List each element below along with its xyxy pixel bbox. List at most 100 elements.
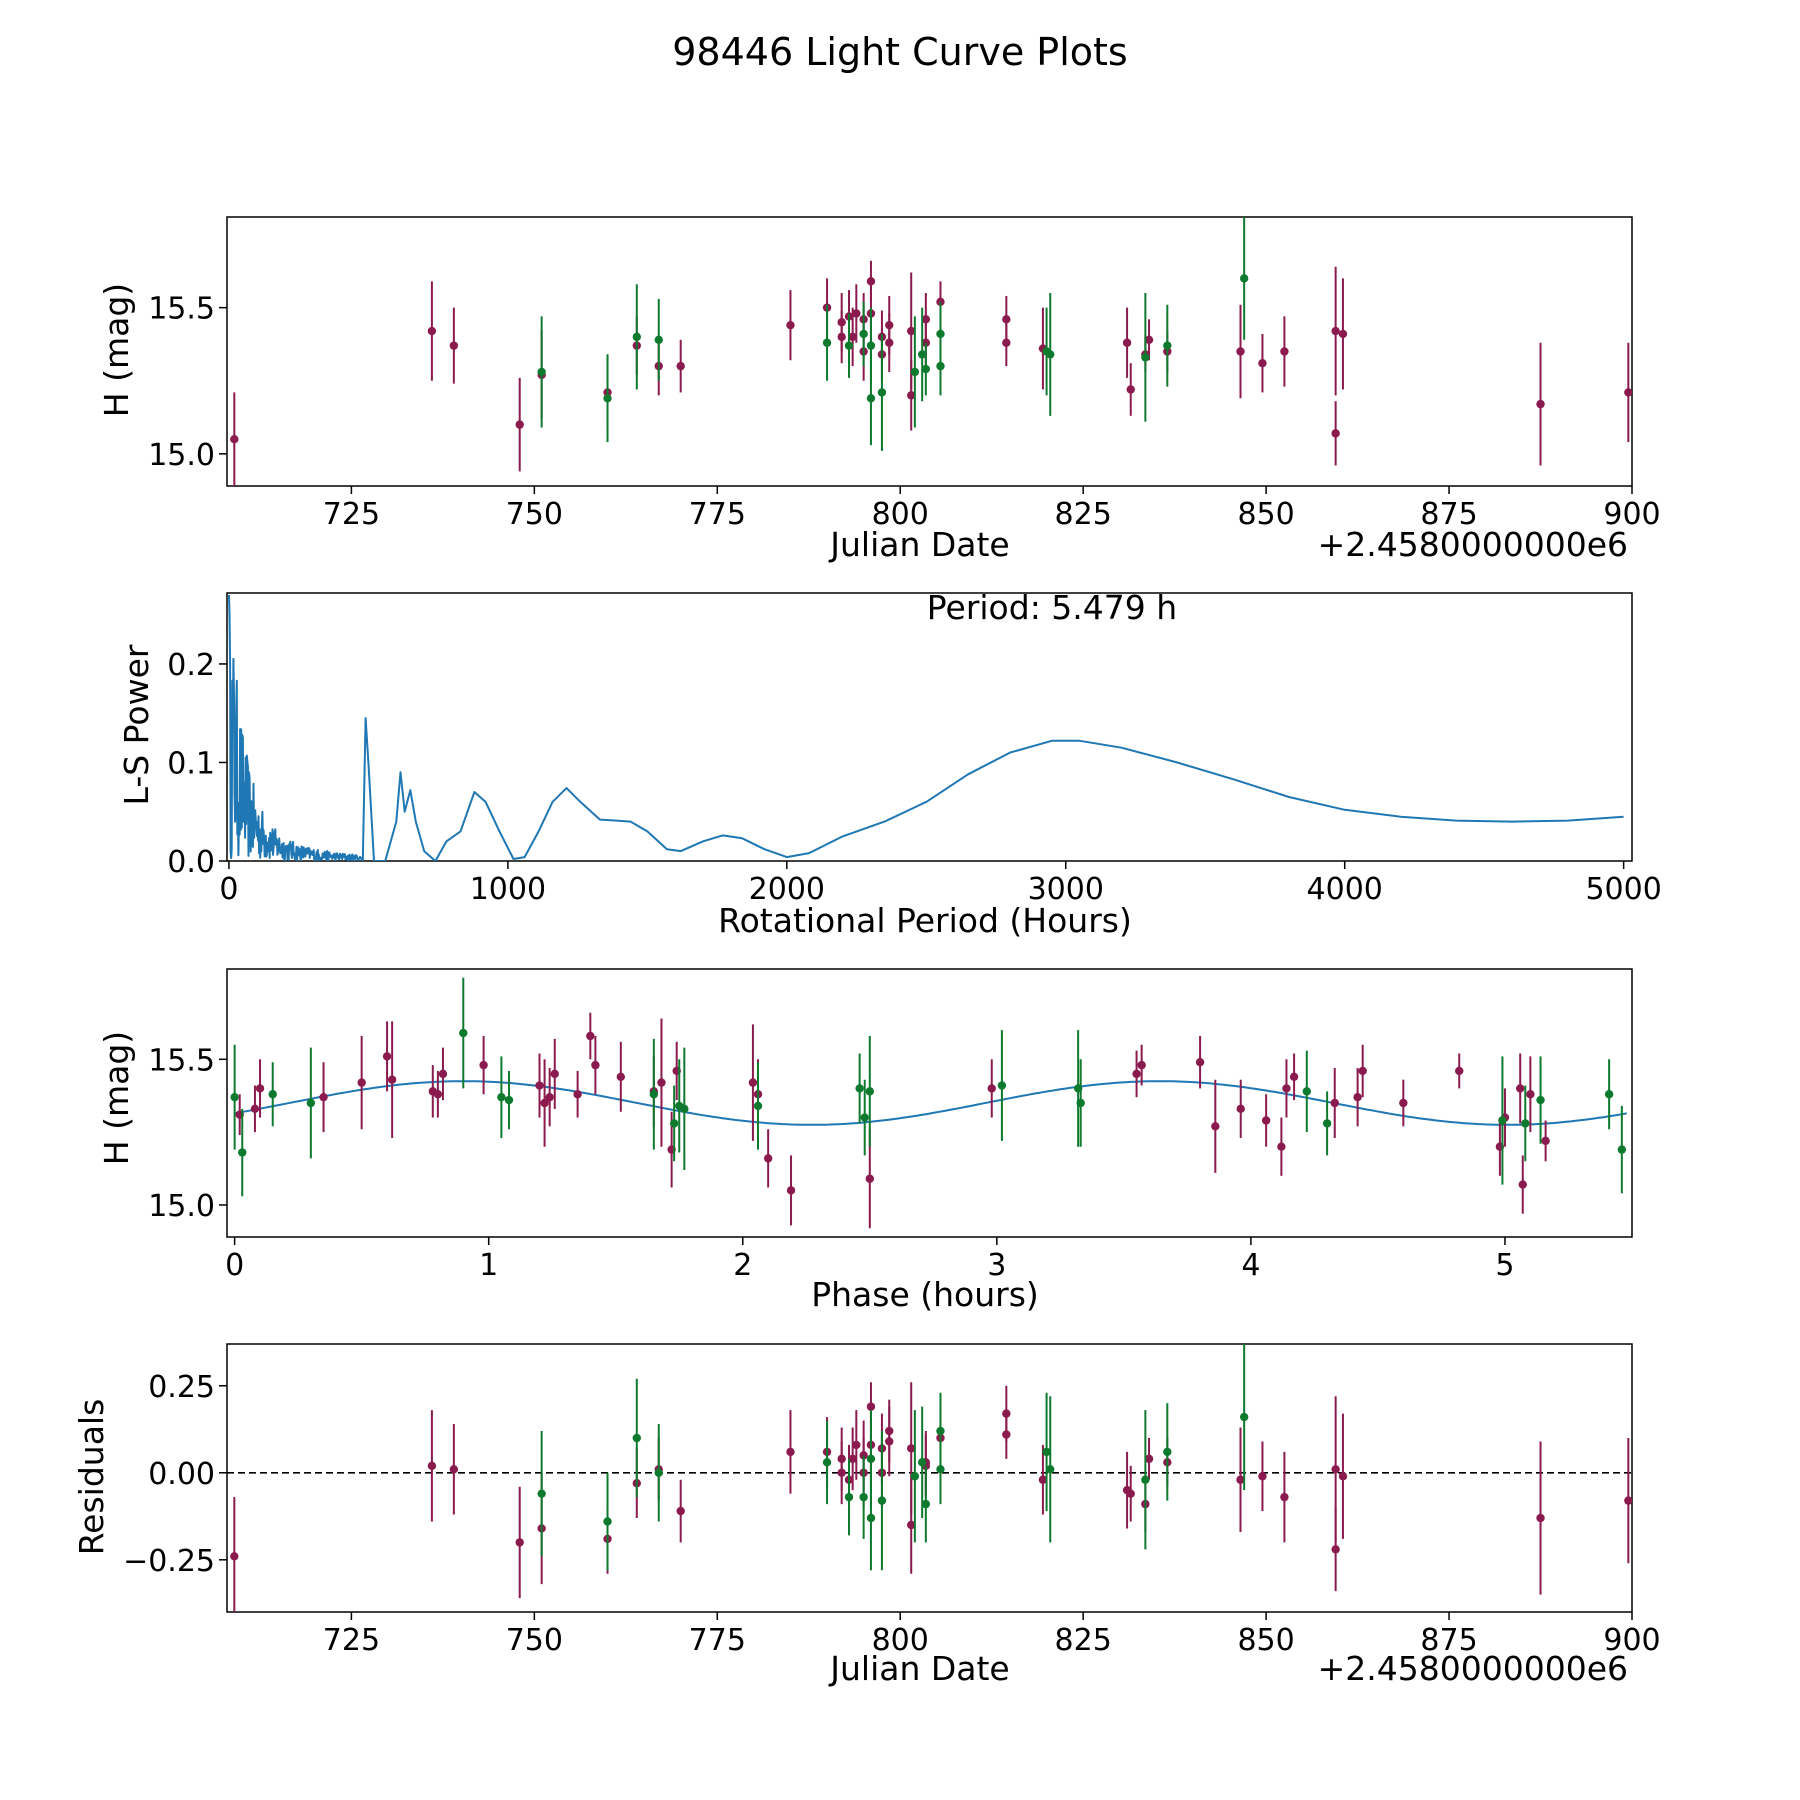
- red-data-point: [987, 1084, 996, 1093]
- green-data-point: [1239, 274, 1249, 283]
- green-data-point: [936, 329, 945, 339]
- red-data-point: [866, 277, 876, 286]
- x-tick-label: 3000: [1028, 872, 1104, 907]
- red-data-point: [550, 1069, 559, 1079]
- ls-x-label: Rotational Period (Hours): [718, 901, 1132, 940]
- green-data-point: [877, 1496, 887, 1505]
- phase-panel: Phase (hours) H (mag) 0 1 2 3 4 5 15.0 15.5: [97, 968, 1633, 1314]
- green-data-point: [865, 1087, 874, 1096]
- lc-x-label: Julian Date: [828, 525, 1010, 564]
- red-data-point: [1126, 385, 1135, 394]
- red-data-point: [382, 1052, 392, 1061]
- x-tick-label: 875: [1420, 1623, 1477, 1658]
- red-data-point: [1289, 1072, 1299, 1081]
- red-data-point: [1338, 329, 1348, 339]
- green-data-point: [936, 1465, 945, 1474]
- x-tick-label: 800: [872, 1623, 929, 1658]
- red-data-point: [676, 361, 685, 371]
- red-data-point: [515, 420, 524, 429]
- red-data-point: [1280, 347, 1289, 356]
- red-data-point: [657, 1078, 666, 1087]
- red-data-point: [848, 332, 857, 342]
- green-data-point: [1604, 1090, 1614, 1099]
- x-tick-label: 875: [1420, 497, 1477, 532]
- red-data-point: [1624, 388, 1632, 397]
- plot-frame: [226, 968, 1633, 1238]
- red-data-point: [1195, 1058, 1205, 1067]
- green-data-point: [917, 1458, 927, 1467]
- green-data-point: [680, 1104, 689, 1114]
- x-tick-label: 5000: [1585, 872, 1661, 907]
- lc-offset-label: +2.4580000000e6: [1318, 525, 1628, 564]
- x-tick-label: 725: [323, 497, 380, 532]
- red-data-point: [1536, 1513, 1545, 1523]
- plot-frame: [226, 1343, 1633, 1613]
- green-data-point: [859, 1492, 868, 1502]
- red-data-point: [907, 391, 916, 400]
- green-data-point: [822, 338, 832, 347]
- red-data-point: [1624, 1496, 1632, 1505]
- green-data-point: [917, 350, 927, 359]
- red-data-point: [1277, 1142, 1286, 1151]
- green-data-point: [1498, 1116, 1507, 1125]
- res-y-label: Residuals: [72, 1399, 111, 1556]
- green-data-point: [497, 1092, 506, 1102]
- red-data-point: [449, 1465, 459, 1474]
- red-data-point: [1122, 338, 1132, 347]
- green-data-point: [654, 1468, 663, 1477]
- y-tick-label: 0.1: [167, 746, 215, 781]
- light-curve-panel: Julian Date +2.4580000000e6 H (mag) 725 7…: [97, 216, 1661, 564]
- plot-frame: [226, 592, 1633, 862]
- red-data-point: [1038, 1475, 1048, 1484]
- green-data-point: [866, 394, 876, 403]
- red-data-point: [1144, 335, 1154, 345]
- x-tick-label: 2: [733, 1248, 752, 1283]
- y-tick-label: 15.0: [148, 438, 215, 473]
- green-data-point: [1617, 1145, 1627, 1154]
- red-data-point: [1536, 399, 1545, 409]
- x-tick-label: 4000: [1307, 872, 1383, 907]
- red-data-point: [676, 1506, 685, 1516]
- red-data-point: [866, 1402, 876, 1411]
- lc-y-label: H (mag): [97, 283, 136, 417]
- red-data-point: [1002, 315, 1011, 324]
- periodogram-panel: Rotational Period (Hours) L-S Power Peri…: [117, 588, 1662, 940]
- green-data-point: [921, 1499, 931, 1509]
- y-tick-label: 15.5: [148, 1043, 215, 1078]
- red-data-point: [1516, 1084, 1525, 1093]
- x-tick-label: 0: [225, 1248, 244, 1283]
- red-data-point: [786, 1447, 795, 1457]
- x-tick-label: 900: [1603, 497, 1660, 532]
- x-tick-label: 2000: [749, 872, 825, 907]
- red-data-point: [427, 326, 437, 336]
- green-data-point: [1046, 350, 1055, 359]
- green-data-point: [1141, 353, 1150, 362]
- red-data-point: [479, 1060, 488, 1070]
- red-data-point: [319, 1092, 328, 1102]
- green-data-point: [1302, 1087, 1311, 1096]
- x-tick-label: 0: [219, 872, 238, 907]
- x-tick-label: 1: [479, 1248, 498, 1283]
- plot-frame: [226, 216, 1633, 487]
- green-data-point: [504, 1095, 514, 1105]
- green-data-point: [866, 1454, 876, 1464]
- red-data-point: [907, 1520, 916, 1530]
- x-tick-label: 850: [1237, 1623, 1294, 1658]
- red-data-point: [786, 320, 795, 330]
- red-data-point: [1330, 1098, 1339, 1108]
- y-tick-label: 0.0: [167, 845, 215, 880]
- red-data-point: [837, 332, 846, 342]
- red-data-point: [1331, 1465, 1340, 1474]
- red-data-point: [1258, 1472, 1267, 1481]
- green-data-point: [910, 367, 920, 377]
- red-data-point: [573, 1090, 582, 1099]
- x-tick-label: 725: [323, 1623, 380, 1658]
- red-data-point: [1002, 338, 1011, 347]
- x-tick-label: 750: [506, 497, 563, 532]
- green-data-point: [860, 1113, 869, 1122]
- red-data-point: [586, 1031, 595, 1041]
- red-data-point: [852, 309, 861, 318]
- red-data-point: [936, 297, 945, 306]
- fit-curve: [234, 1080, 1627, 1126]
